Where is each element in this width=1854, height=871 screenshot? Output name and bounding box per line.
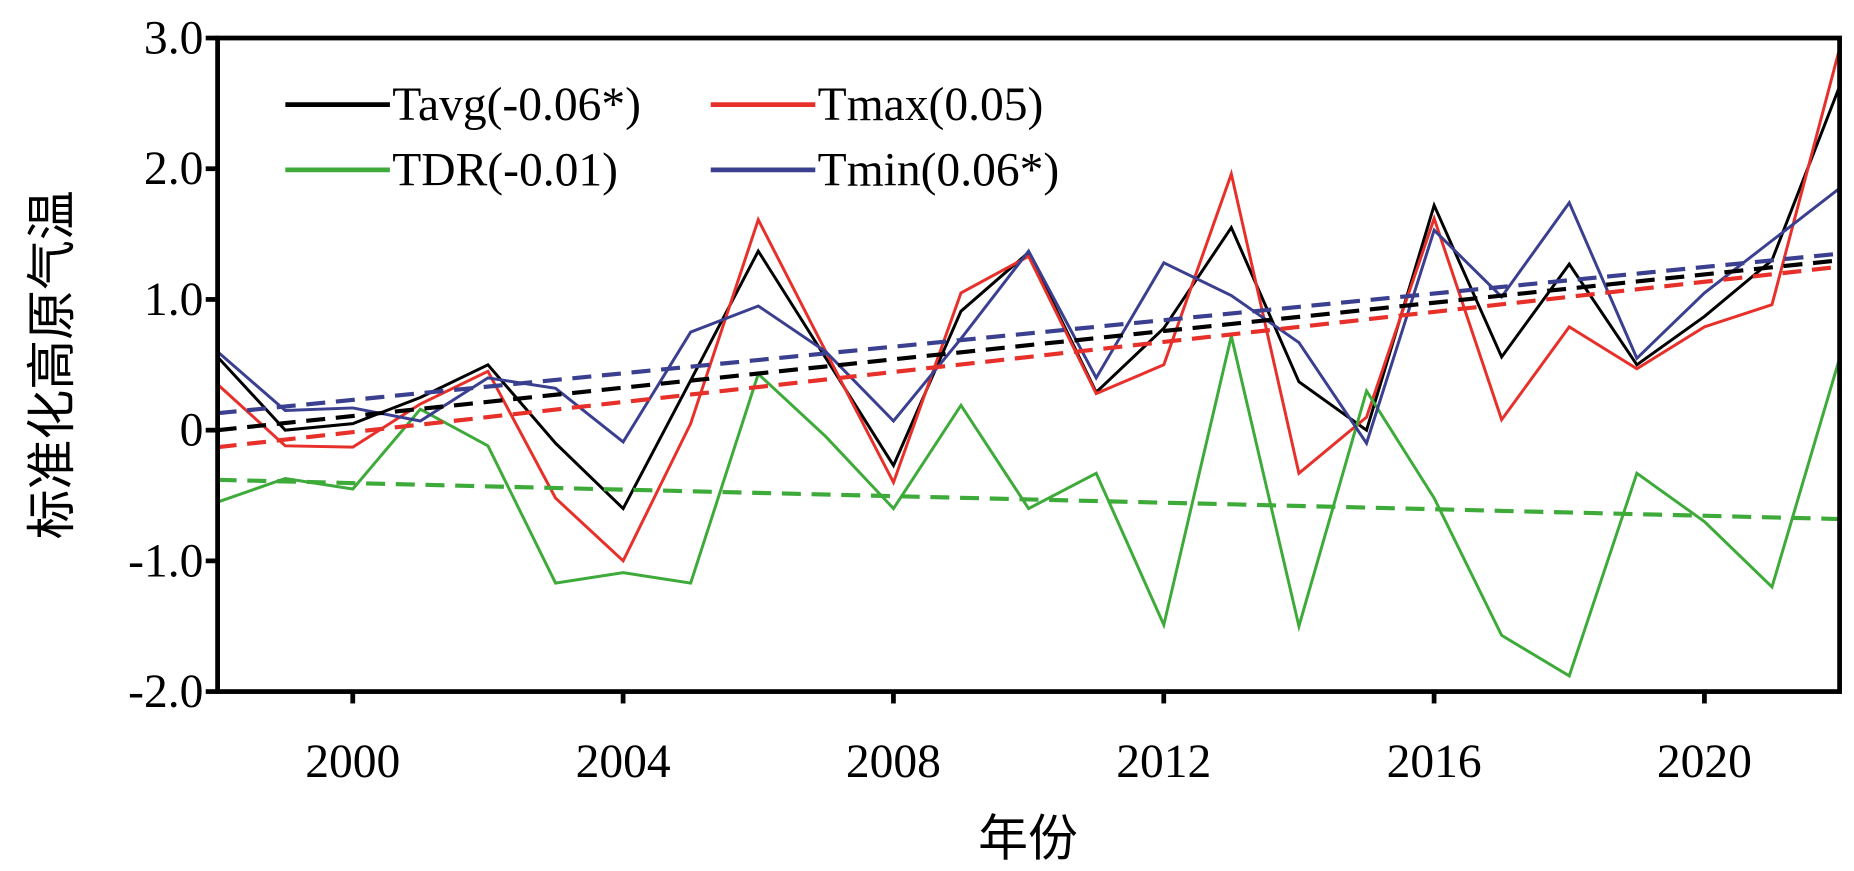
x-tick-label: 2000 xyxy=(305,736,400,788)
tmin-trend-line xyxy=(217,251,1840,416)
x-axis-label: 年份 xyxy=(978,812,1078,867)
tmax-series-line xyxy=(217,48,1840,564)
x-tick-label: 2020 xyxy=(1657,736,1752,788)
tdr-trend-line xyxy=(217,477,1840,522)
y-tick-label: 3.0 xyxy=(144,12,203,64)
x-tick-label: 2004 xyxy=(576,736,671,788)
tmin-legend-label: Tmin(0.06*) xyxy=(818,144,1059,196)
x-tick-label: 2008 xyxy=(846,736,941,788)
y-tick-label: 2.0 xyxy=(144,143,203,195)
y-tick-label: 1.0 xyxy=(144,274,203,326)
plot-frame xyxy=(215,35,1842,694)
tmin-series-line xyxy=(217,187,1840,447)
tdr-series-line xyxy=(217,335,1840,679)
x-tick-label: 2016 xyxy=(1387,736,1482,788)
tmax-legend-label: Tmax(0.05) xyxy=(818,79,1044,131)
y-tick-label: 0 xyxy=(180,405,204,457)
y-tick-label: -1.0 xyxy=(128,535,203,587)
tavg-trend-line xyxy=(217,258,1840,433)
tavg-legend-label: Tavg(-0.06*) xyxy=(392,79,641,131)
y-axis-label: 标准化高原气温 xyxy=(25,190,80,539)
axes: -2.0 -1.0 0 1.0 2.0 3.0 2000 2004 2008 2012 2016 20… xyxy=(128,12,1752,788)
y-tick-label: -2.0 xyxy=(128,666,203,718)
plot-area xyxy=(217,48,1840,679)
legend: Tavg(-0.06*) Tmax(0.05) TDR(-0.01) Tmin(0.0… xyxy=(285,79,1059,196)
tdr-legend-label: TDR(-0.01) xyxy=(392,144,618,196)
tmax-trend-line xyxy=(217,264,1840,450)
x-tick-label: 2012 xyxy=(1116,736,1211,788)
